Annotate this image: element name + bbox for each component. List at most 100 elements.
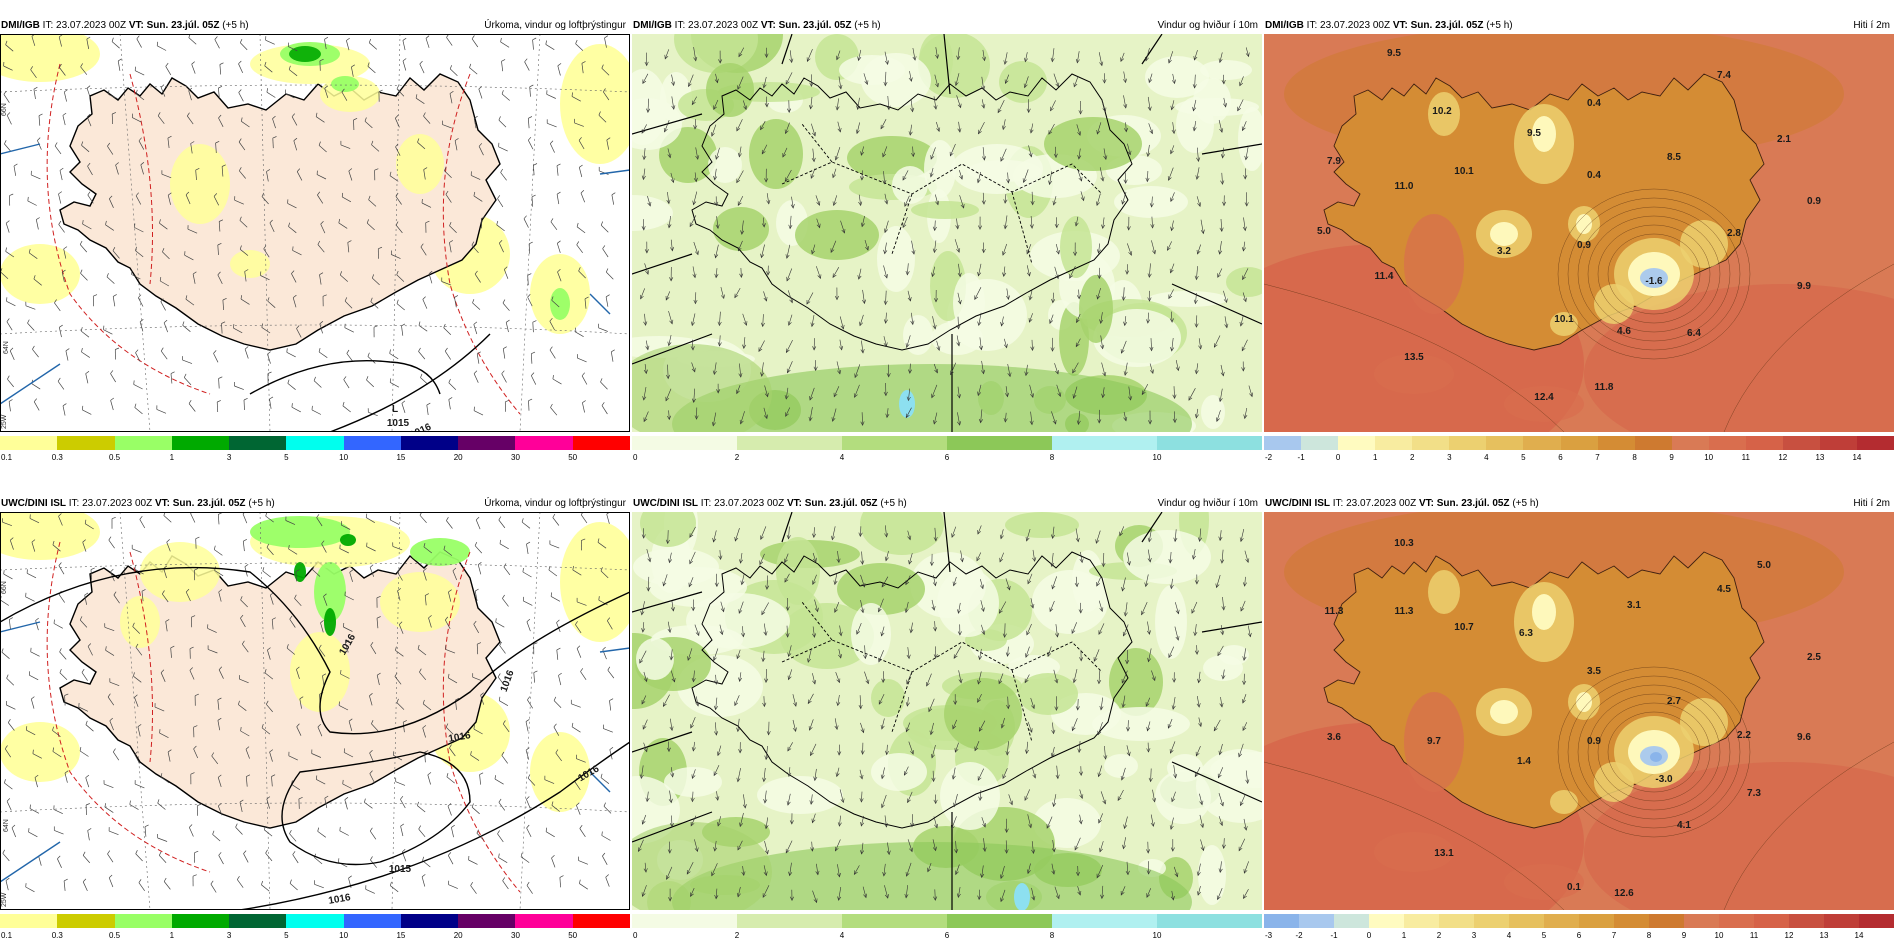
colorbar-tick-label: 12 [1784, 931, 1794, 940]
temperature-label: 10.7 [1454, 622, 1474, 633]
wind-map [632, 512, 1262, 910]
temperature-label: 5.0 [1757, 560, 1771, 571]
precip-map: 1016 1016 1016 1015 1016 1016 66N 64N 25W [0, 512, 630, 910]
temperature-label: 0.9 [1587, 736, 1601, 747]
colorbar-segment [1264, 436, 1302, 450]
lead-time: (+5 h) [1512, 498, 1539, 509]
colorbar-segment [1474, 914, 1509, 928]
colorbar-tick-label: 13 [1819, 931, 1829, 940]
colorbar-segment [1544, 914, 1579, 928]
panel-header: UWC/DINI ISL IT: 23.07.2023 00Z VT: Sun.… [632, 496, 1262, 512]
colorbar-segment [947, 436, 1052, 450]
colorbar-segment [1338, 436, 1376, 450]
colorbar-segment [515, 436, 573, 450]
colorbar-segment [1824, 914, 1859, 928]
valid-time: VT: Sun. 23.júl. 05Z [786, 498, 878, 509]
colorbar-tick-label: 30 [511, 931, 520, 940]
panel-header: UWC/DINI ISL IT: 23.07.2023 00Z VT: Sun.… [1264, 496, 1894, 512]
precip-colorbar [0, 914, 630, 928]
colorbar-tick-label: 1 [169, 931, 175, 940]
temperature-label: 7.3 [1747, 788, 1761, 799]
panel-precip-uwc: UWC/DINI ISL IT: 23.07.2023 00Z VT: Sun.… [0, 496, 630, 946]
model-name: DMI/IGB [1265, 20, 1304, 31]
colorbar-tick-label: 0 [633, 931, 638, 940]
colorbar-segment [572, 436, 630, 450]
colorbar-tick-label: 14 [1852, 453, 1862, 462]
init-time: IT: 23.07.2023 00Z [1306, 20, 1391, 31]
colorbar-segment [229, 914, 287, 928]
temperature-label: -3.0 [1655, 774, 1673, 785]
colorbar-tick-label: 2 [734, 931, 740, 940]
init-time: IT: 23.07.2023 00Z [700, 498, 785, 509]
colorbar-tick-label: -1 [1297, 453, 1305, 462]
temperature-label: 11.4 [1375, 271, 1394, 282]
colorbar-tick-label: 3 [226, 931, 232, 940]
colorbar-tick-label: 8 [1646, 931, 1652, 940]
colorbar-tick-label: 8 [1049, 931, 1055, 940]
colorbar-segment [515, 914, 573, 928]
colorbar-tick-label: -2 [1295, 931, 1303, 940]
init-time: IT: 23.07.2023 00Z [42, 20, 127, 31]
panel-header: DMI/IGB IT: 23.07.2023 00Z VT: Sun. 23.j… [1264, 18, 1894, 34]
temperature-label: 9.5 [1527, 128, 1541, 139]
low-pressure-marker: L [392, 404, 398, 415]
colorbar-segment [1649, 914, 1684, 928]
colorbar-tick-label: 2 [734, 453, 740, 462]
colorbar-tick-label: -3 [1265, 931, 1273, 940]
latitude-label: 64N [3, 819, 10, 832]
colorbar-tick-label: 9 [1681, 931, 1687, 940]
precip-colorbar [0, 436, 630, 450]
colorbar-segment [1782, 436, 1820, 450]
temperature-label: 3.5 [1587, 666, 1601, 677]
colorbar-segment [1369, 914, 1404, 928]
field-name: Vindur og hviður í 10m [1157, 20, 1258, 31]
colorbar-segment [1684, 914, 1719, 928]
colorbar-tick-label: 2 [1409, 453, 1415, 462]
model-name: DMI/IGB [1, 20, 40, 31]
colorbar-segment [1157, 436, 1262, 450]
colorbar-tick-label: -2 [1265, 453, 1273, 462]
colorbar-tick-label: 15 [396, 453, 406, 462]
isobar-label: 1016 [328, 892, 352, 907]
colorbar-segment [1859, 914, 1894, 928]
valid-time: VT: Sun. 23.júl. 05Z [128, 20, 220, 31]
colorbar-tick-label: 0.3 [51, 453, 63, 462]
colorbar-tick-label: 10 [1152, 453, 1162, 462]
temperature-label: 5.0 [1317, 226, 1331, 237]
colorbar-segment [286, 436, 344, 450]
colorbar-tick-label: 6 [944, 931, 950, 940]
isobar-label: 1016 [408, 421, 433, 432]
colorbar-tick-label: 30 [511, 453, 520, 462]
temp-colorbar [1264, 914, 1894, 928]
panel-temp-dmi: DMI/IGB IT: 23.07.2023 00Z VT: Sun. 23.j… [1264, 18, 1895, 468]
colorbar-segment [171, 914, 230, 928]
colorbar-segment [1560, 436, 1598, 450]
field-name: Úrkoma, vindur og loftþrýstingur [484, 20, 626, 31]
colorbar-tick-label: 8 [1632, 453, 1637, 462]
temperature-label: 3.6 [1327, 732, 1341, 743]
colorbar-tick-label: 13 [1815, 453, 1825, 462]
colorbar-tick-label: 14 [1854, 931, 1864, 940]
isobar-label: 1015 [387, 418, 410, 429]
temp-colorbar-ticks: -2 -1 0 1 2 3 4 5 6 7 8 9 10 11 12 13 14 [1264, 452, 1894, 464]
colorbar-tick-label: 50 [568, 453, 578, 462]
temperature-label: 3.1 [1627, 600, 1641, 611]
colorbar-tick-label: 3 [226, 453, 232, 462]
lead-time: (+5 h) [1486, 20, 1513, 31]
temp-colorbar-ticks: -3 -2 -1 0 1 2 3 4 5 6 7 8 9 10 11 12 13 14 [1264, 930, 1894, 942]
lead-time: (+5 h) [248, 498, 275, 509]
temp-colorbar [1264, 436, 1895, 450]
wind-colorbar [632, 914, 1262, 928]
colorbar-segment [1157, 914, 1262, 928]
colorbar-segment [1745, 436, 1783, 450]
temperature-label: 9.9 [1797, 281, 1811, 292]
colorbar-segment [1301, 436, 1339, 450]
colorbar-tick-label: 1 [1401, 931, 1407, 940]
colorbar-tick-label: 1 [1372, 453, 1378, 462]
colorbar-segment [0, 914, 58, 928]
temperature-label: 2.2 [1737, 730, 1751, 741]
colorbar-segment [229, 436, 287, 450]
colorbar-tick-label: 0.1 [1, 931, 13, 940]
lead-time: (+5 h) [880, 498, 907, 509]
init-time: IT: 23.07.2023 00Z [1332, 498, 1417, 509]
